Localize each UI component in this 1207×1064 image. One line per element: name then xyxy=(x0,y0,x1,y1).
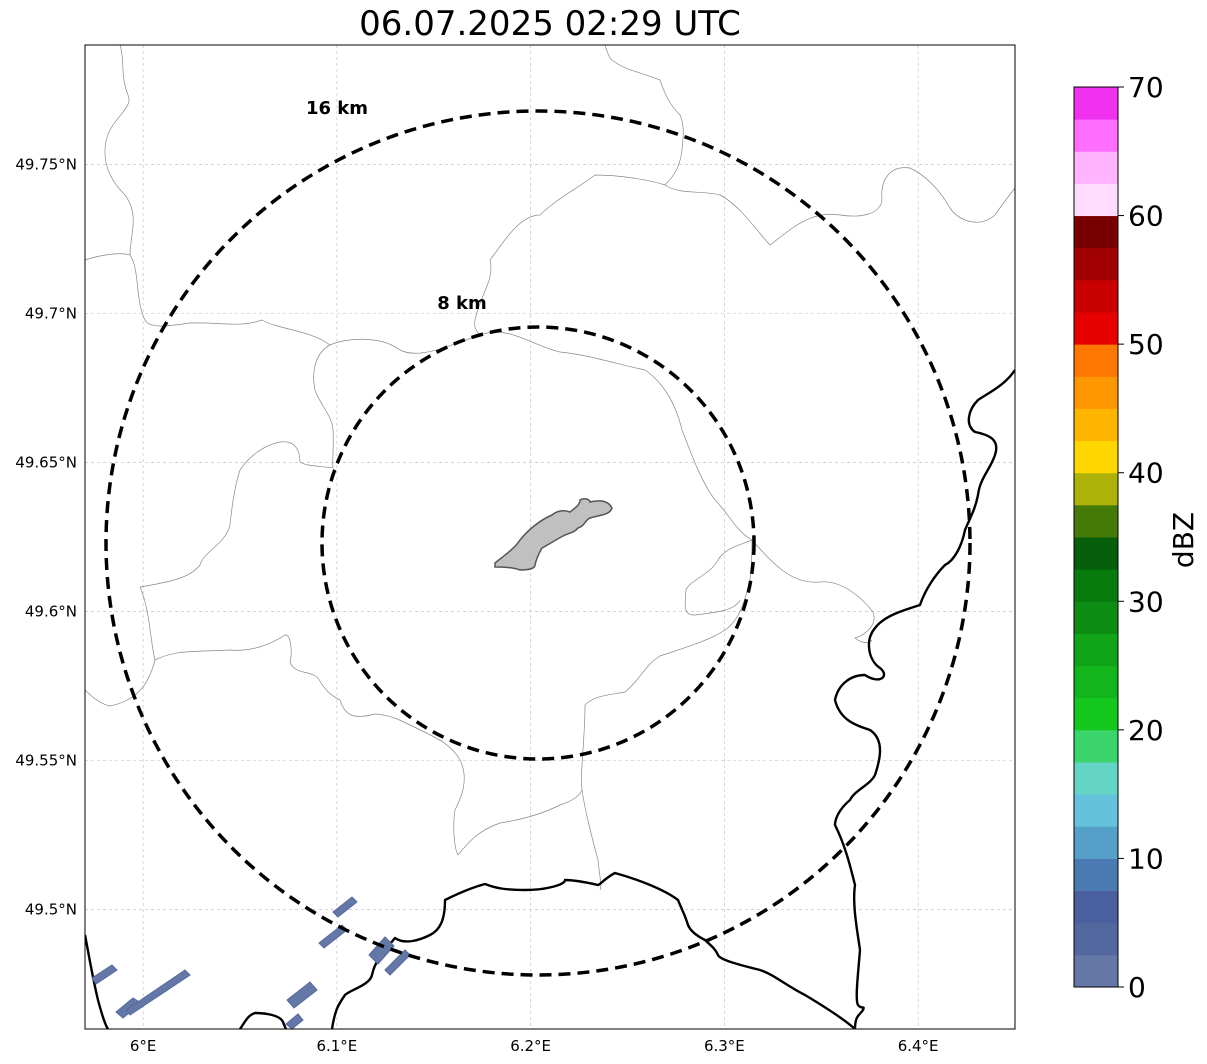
colorbar-segment xyxy=(1074,408,1118,442)
colorbar-segment xyxy=(1074,697,1118,731)
colorbar-label: dBZ xyxy=(1167,512,1200,568)
colorbar-segment xyxy=(1074,440,1118,474)
range-rings: 8 km 16 km xyxy=(104,98,972,977)
colorbar-frame xyxy=(1073,86,1119,988)
colorbar-tick-label: 10 xyxy=(1128,842,1164,875)
range-ring xyxy=(320,325,756,761)
lat-tick-label: 49.65°N xyxy=(15,453,77,471)
colorbar-segment xyxy=(1074,119,1118,152)
colorbar-segment xyxy=(1074,247,1118,281)
colorbar-segment xyxy=(1074,633,1118,667)
colorbar: 0 10 20 30 40 50 60 70 dBZ xyxy=(1073,71,1200,1004)
radar-echoes xyxy=(91,896,411,1029)
lon-tick-label: 6.3°E xyxy=(704,1037,745,1055)
colorbar-segment xyxy=(1074,151,1118,184)
colorbar-segment xyxy=(1074,569,1118,602)
lon-tick-label: 6.2°E xyxy=(510,1037,551,1055)
lat-tick-label: 49.6°N xyxy=(25,603,77,621)
longitude-tick-labels: 6°E 6.1°E 6.2°E 6.3°E 6.4°E xyxy=(130,1037,939,1055)
lat-tick-label: 49.7°N xyxy=(25,304,77,322)
colorbar-segment xyxy=(1074,858,1118,892)
range-ring-label: 16 km xyxy=(306,98,368,119)
urban-area xyxy=(494,498,613,571)
colorbar-segment xyxy=(1074,279,1118,313)
colorbar-segment xyxy=(1074,504,1118,538)
lon-tick-label: 6.4°E xyxy=(898,1037,939,1055)
colorbar-tick-label: 0 xyxy=(1128,971,1146,1004)
colorbar-segment xyxy=(1074,183,1118,217)
colorbar-segment xyxy=(1074,215,1118,249)
map-title: 06.07.2025 02:29 UTC xyxy=(359,4,741,44)
colorbar-segment xyxy=(1074,344,1118,377)
colorbar-segment xyxy=(1074,601,1118,634)
colorbar-segment xyxy=(1074,954,1118,988)
gridlines xyxy=(85,45,1015,1029)
latitude-tick-labels: 49.5°N 49.55°N 49.6°N 49.65°N 49.7°N 49.75°N xyxy=(15,155,77,918)
colorbar-segment xyxy=(1074,826,1118,859)
lat-tick-label: 49.75°N xyxy=(15,155,77,173)
colorbar-tick-label: 50 xyxy=(1128,328,1164,361)
range-ring-label: 8 km xyxy=(437,293,487,314)
range-ring xyxy=(104,109,972,977)
colorbar-tick-label: 30 xyxy=(1128,585,1164,618)
colorbar-segment xyxy=(1074,87,1118,120)
colorbar-tick-label: 70 xyxy=(1128,71,1164,104)
colorbar-segment xyxy=(1074,312,1118,345)
colorbar-segment xyxy=(1074,729,1118,763)
colorbar-segment xyxy=(1074,890,1118,924)
colorbar-segment xyxy=(1074,376,1118,409)
admin-boundaries xyxy=(85,45,1015,891)
colorbar-tick-label: 60 xyxy=(1128,200,1164,233)
lat-tick-label: 49.55°N xyxy=(15,752,77,770)
lat-tick-label: 49.5°N xyxy=(25,901,77,919)
colorbar-segment xyxy=(1074,762,1118,795)
colorbar-tick-label: 40 xyxy=(1128,457,1164,490)
national-border xyxy=(85,369,1015,1029)
colorbar-segment xyxy=(1074,472,1118,506)
lon-tick-label: 6°E xyxy=(130,1037,157,1055)
colorbar-segment xyxy=(1074,537,1118,570)
colorbar-tick-label: 20 xyxy=(1128,714,1164,747)
colorbar-segment xyxy=(1074,922,1118,956)
lon-tick-label: 6.1°E xyxy=(316,1037,357,1055)
colorbar-segment xyxy=(1074,665,1118,699)
colorbar-segment xyxy=(1074,794,1118,827)
map-frame xyxy=(84,44,1016,1030)
